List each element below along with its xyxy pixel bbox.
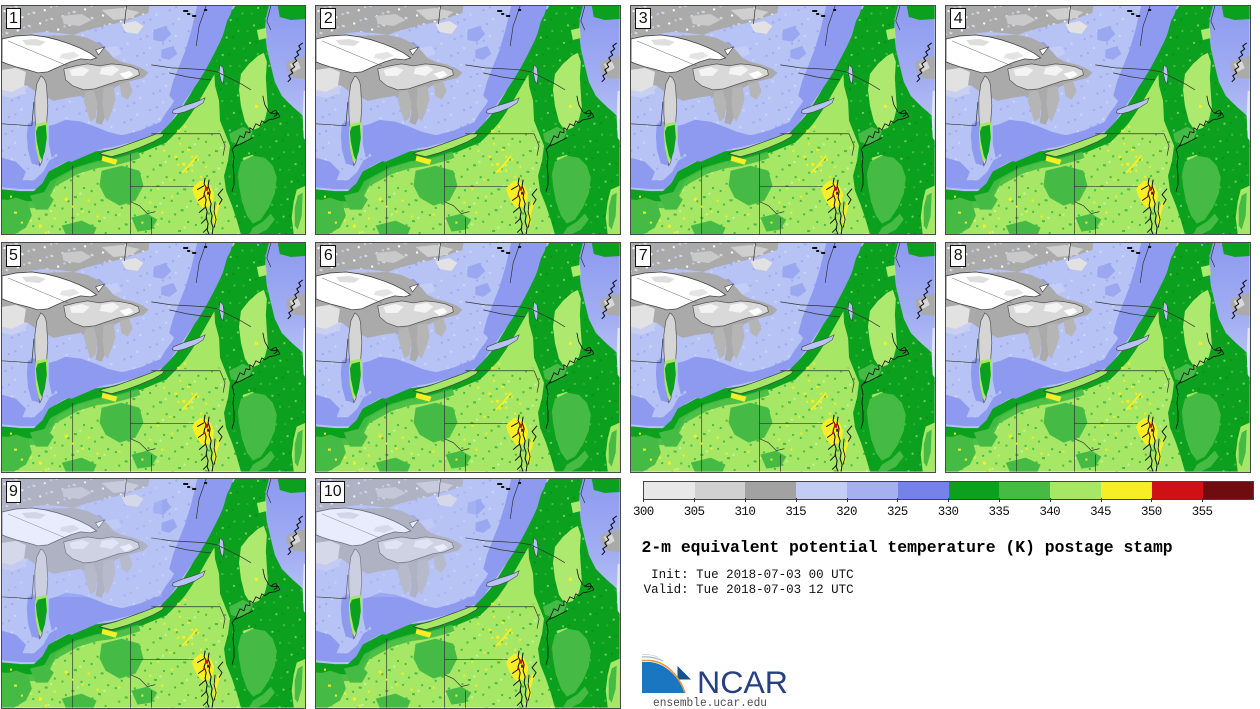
svg-text:ensemble.ucar.edu: ensemble.ucar.edu [653,697,767,709]
svg-text:NCAR: NCAR [697,664,788,700]
